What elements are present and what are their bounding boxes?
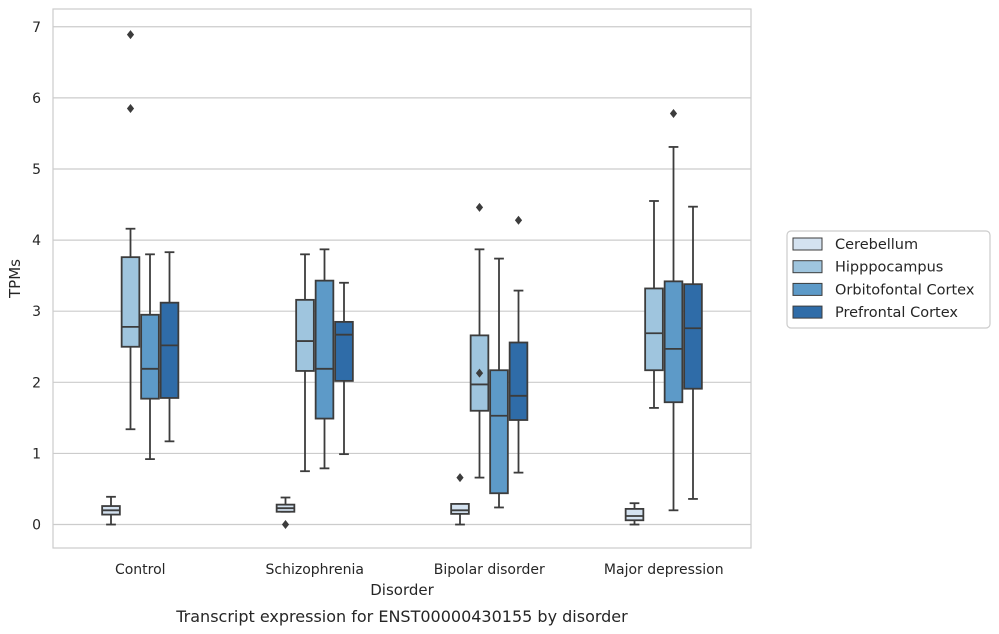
y-tick-label: 0 — [32, 518, 41, 534]
box-3-2 — [663, 109, 684, 512]
y-tick-label: 6 — [32, 91, 41, 107]
x-axis-label: Disorder — [370, 581, 434, 599]
x-tick-label: Control — [115, 562, 166, 578]
outlier-point — [126, 30, 135, 40]
x-axis-ticks: Control Schizophrenia Bipolar disorder Majo… — [115, 562, 724, 578]
outlier-point — [126, 104, 135, 114]
box-2-0 — [450, 473, 470, 526]
box-2-3 — [508, 215, 529, 474]
y-tick-label: 3 — [32, 304, 41, 320]
box-2-1 — [469, 202, 490, 479]
legend-label: Prefrontal Cortex — [835, 305, 958, 321]
box-body — [450, 503, 470, 515]
legend-swatch — [792, 282, 823, 296]
box-body — [683, 283, 703, 390]
gridlines — [53, 26, 751, 526]
box-3-3 — [683, 205, 703, 500]
box-body — [314, 279, 335, 420]
box-body — [624, 507, 645, 522]
legend-label: Hipppocampus — [835, 260, 943, 276]
box-body — [508, 341, 529, 421]
y-tick-label: 1 — [32, 446, 41, 462]
legend-swatch — [792, 305, 823, 319]
box-0-3 — [159, 251, 180, 443]
legend-swatch — [792, 260, 823, 274]
x-tick-label: Schizophrenia — [266, 562, 364, 578]
box-body — [140, 313, 160, 400]
legend-label: Orbitofontal Cortex — [835, 282, 975, 298]
outlier-point — [669, 109, 678, 119]
box-1-3 — [334, 281, 354, 456]
box-body — [663, 280, 684, 404]
y-tick-label: 4 — [32, 233, 41, 249]
box-body — [159, 301, 180, 399]
box-0-1 — [120, 30, 141, 431]
y-tick-label: 7 — [32, 20, 41, 36]
outlier-point — [475, 202, 484, 212]
box-1-2 — [314, 248, 335, 470]
chart-caption: Transcript expression for ENST0000043015… — [175, 607, 628, 626]
y-axis-label: TPMs — [6, 259, 24, 299]
y-axis-ticks: 0 1 2 3 4 5 6 7 — [32, 20, 41, 534]
box-body — [334, 320, 354, 382]
legend-label: Cerebellum — [835, 237, 918, 253]
box-3-1 — [644, 200, 664, 409]
legend-frame — [786, 230, 991, 329]
box-2-2 — [489, 257, 509, 509]
box-body — [120, 256, 141, 348]
outlier-point — [456, 473, 464, 483]
plot-frame — [52, 8, 752, 549]
box-1-0 — [275, 496, 296, 530]
legend-swatch — [792, 237, 823, 251]
legend: Cerebellum Hipppocampus Orbitofontal Corte… — [786, 230, 991, 329]
y-tick-label: 5 — [32, 162, 41, 178]
box-1-1 — [295, 253, 315, 473]
boxes — [101, 30, 703, 530]
box-body — [295, 298, 315, 372]
y-tick-label: 2 — [32, 375, 41, 391]
outlier-point — [514, 215, 523, 225]
box-0-2 — [140, 253, 160, 461]
x-tick-label: Major depression — [604, 562, 724, 578]
box-3-0 — [624, 502, 645, 526]
box-0-0 — [101, 495, 121, 526]
x-tick-label: Bipolar disorder — [434, 562, 545, 578]
box-body — [489, 369, 509, 495]
outlier-point — [475, 368, 484, 378]
outlier-point — [281, 520, 290, 530]
box-body — [644, 287, 664, 372]
